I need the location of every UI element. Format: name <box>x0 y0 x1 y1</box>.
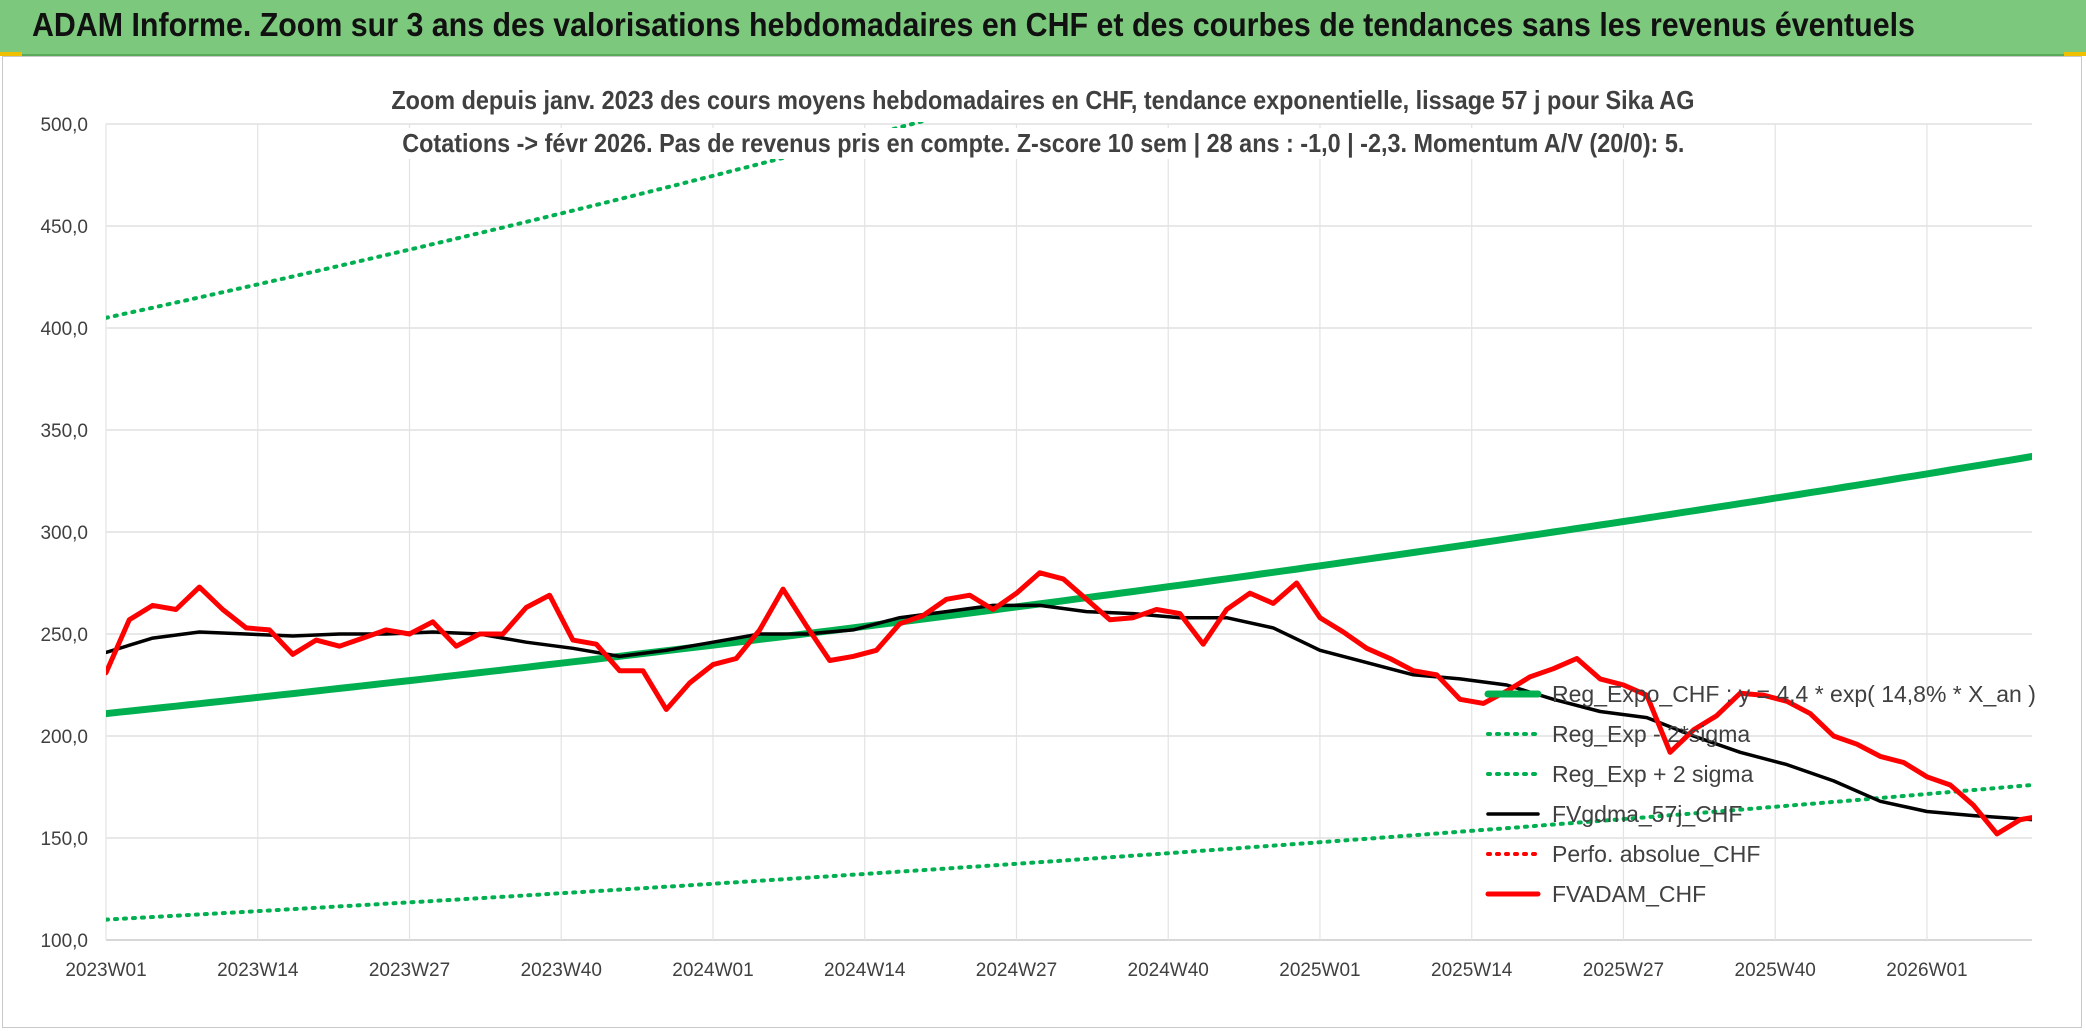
x-tick-label: 2023W27 <box>369 960 450 981</box>
y-tick-label: 450,0 <box>40 217 88 238</box>
series-line-5 <box>106 570 2032 837</box>
legend: Reg_Expo_CHF : y = 4,4 * exp( 14,8% * X_… <box>1484 681 2036 907</box>
y-tick-label: 300,0 <box>40 523 88 544</box>
x-tick-label: 2025W27 <box>1583 960 1664 981</box>
series-lines <box>106 122 2032 922</box>
y-tick-label: 400,0 <box>40 319 88 340</box>
gridlines <box>105 123 2032 941</box>
x-tick-label: 2025W01 <box>1279 960 1360 981</box>
x-tick-label: 2023W14 <box>217 960 299 981</box>
chart-frame <box>2 56 2082 1028</box>
y-tick-label: 200,0 <box>40 727 88 748</box>
y-tick-label: 100,0 <box>40 931 88 952</box>
x-tick-label: 2024W27 <box>976 960 1057 981</box>
title-banner: ADAM Informe. Zoom sur 3 ans des valoris… <box>0 0 2086 56</box>
axis-labels: 100,0 150,0 200,0 250,0 300,0 350,0 400,0 450,0… <box>40 115 1967 981</box>
x-tick-label: 2025W40 <box>1735 960 1816 981</box>
x-tick-label: 2023W01 <box>65 960 146 981</box>
page-title: ADAM Informe. Zoom sur 3 ans des valoris… <box>32 6 1915 43</box>
x-tick-label: 2024W40 <box>1128 960 1209 981</box>
legend-label: FVgdma_57j_CHF <box>1552 801 1742 827</box>
x-tick-label: 2024W14 <box>824 960 906 981</box>
chart-title: Zoom depuis janv. 2023 des cours moyens … <box>386 85 1700 116</box>
banner-accent-right <box>2064 52 2086 56</box>
series-line-1 <box>106 783 2032 922</box>
chart-subtitle-line: Cotations -> févr 2026. Pas de revenus p… <box>0 128 2086 159</box>
y-tick-label: 150,0 <box>40 829 88 850</box>
x-tick-label: 2023W40 <box>521 960 602 981</box>
y-tick-label: 250,0 <box>40 625 88 646</box>
series-line-3 <box>106 603 2032 822</box>
y-tick-label: 500,0 <box>40 115 88 136</box>
banner-accent-left <box>0 52 22 56</box>
chart-subtitle: Cotations -> févr 2026. Pas de revenus p… <box>396 128 1690 159</box>
legend-label: Perfo. absolue_CHF <box>1552 841 1760 867</box>
chart-title-line: Zoom depuis janv. 2023 des cours moyens … <box>0 85 2086 116</box>
series-line-0 <box>106 453 2032 718</box>
legend-label: Reg_Exp - 2*sigma <box>1552 721 1750 747</box>
x-tick-label: 2025W14 <box>1431 960 1513 981</box>
y-tick-label: 350,0 <box>40 421 88 442</box>
x-tick-label: 2024W01 <box>672 960 753 981</box>
legend-label: FVADAM_CHF <box>1552 881 1706 907</box>
legend-label: Reg_Expo_CHF : y = 4,4 * exp( 14,8% * X_… <box>1552 681 2036 707</box>
x-tick-label: 2026W01 <box>1886 960 1967 981</box>
legend-label: Reg_Exp + 2 sigma <box>1552 761 1754 787</box>
